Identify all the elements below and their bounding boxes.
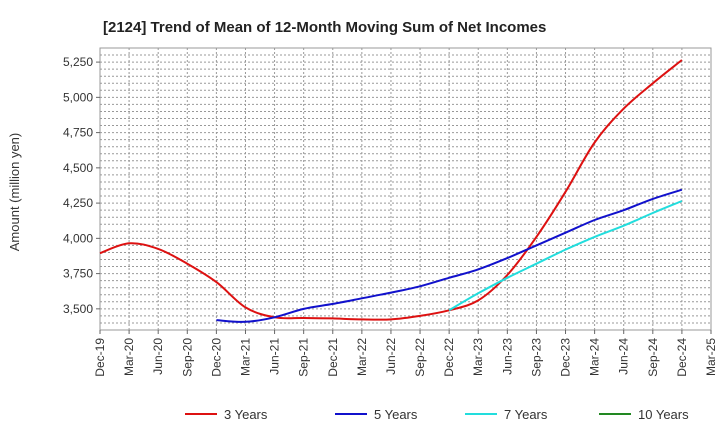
y-tick-label: 4,000	[63, 231, 93, 245]
y-tick-label: 5,250	[63, 55, 93, 69]
x-tick-label: Sep-24	[646, 338, 660, 377]
y-tick-label: 3,500	[63, 302, 93, 316]
x-tick-label: Dec-22	[442, 338, 456, 377]
legend-label-3-years: 3 Years	[224, 407, 268, 422]
x-tick-label: Sep-20	[180, 338, 194, 377]
y-tick-label: 4,750	[63, 126, 93, 140]
x-tick-label: Dec-24	[675, 338, 689, 377]
x-tick-label: Mar-22	[355, 338, 369, 376]
x-tick-label: Dec-23	[559, 338, 573, 377]
legend-label-5-years: 5 Years	[374, 407, 418, 422]
x-tick-label: Dec-19	[93, 338, 107, 377]
x-tick-label: Dec-20	[209, 338, 223, 377]
x-tick-label: Mar-23	[471, 338, 485, 376]
x-tick-label: Mar-25	[704, 338, 718, 376]
x-tick-label: Mar-21	[238, 338, 252, 376]
x-tick-label: Sep-21	[297, 338, 311, 377]
chart-title: [2124] Trend of Mean of 12-Month Moving …	[103, 19, 546, 36]
grid	[100, 47, 711, 330]
plot-frame	[99, 47, 712, 331]
x-tick-label: Dec-21	[326, 338, 340, 377]
x-tick-label: Jun-20	[151, 338, 165, 375]
y-axis-label: Amount (million yen)	[7, 133, 22, 252]
legend: 3 Years 5 Years 7 Years 10 Years	[185, 407, 689, 422]
x-tick-label: Sep-23	[529, 338, 543, 377]
x-axis: Dec-19 Mar-20 Jun-20 Sep-20 Dec-20 Mar-21 Jun-…	[93, 330, 718, 377]
x-tick-label: Mar-24	[588, 338, 602, 376]
series-line-7-years	[448, 200, 683, 312]
legend-label-10-years: 10 Years	[638, 407, 689, 422]
x-tick-label: Mar-20	[122, 338, 136, 376]
legend-label-7-years: 7 Years	[504, 407, 548, 422]
y-axis: 3,500 3,750 4,000 4,250 4,500 4,750 5,000 5,250	[63, 55, 100, 316]
y-tick-label: 4,250	[63, 196, 93, 210]
x-tick-label: Jun-24	[617, 338, 631, 375]
x-tick-label: Jun-21	[268, 338, 282, 375]
x-tick-label: Sep-22	[413, 338, 427, 377]
y-tick-label: 5,000	[63, 90, 93, 104]
series-lines	[99, 59, 683, 323]
x-tick-label: Jun-22	[384, 338, 398, 375]
y-tick-label: 3,750	[63, 267, 93, 281]
x-tick-label: Jun-23	[500, 338, 514, 375]
y-tick-label: 4,500	[63, 161, 93, 175]
series-line-5-years	[216, 188, 683, 323]
series-line-3-years	[99, 59, 683, 321]
